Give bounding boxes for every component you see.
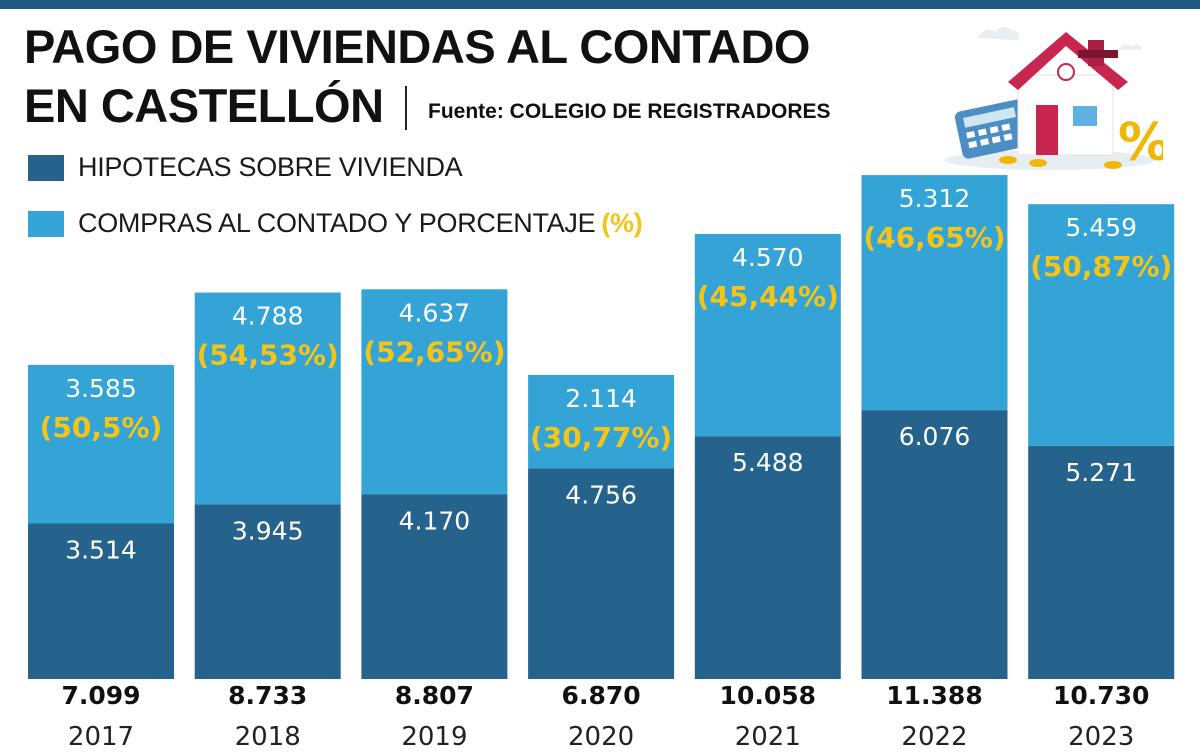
x-tick-2022: 2022: [901, 722, 967, 752]
legend-swatch-compras: [28, 210, 64, 237]
label-hipotecas-2023: 5.271: [1065, 458, 1137, 487]
legend-label-compras: COMPRAS AL CONTADO Y PORCENTAJE: [78, 208, 596, 238]
x-tick-2023: 2023: [1068, 722, 1134, 752]
x-tick-2017: 2017: [68, 722, 134, 752]
title-separator: [405, 86, 407, 130]
label-hipotecas-2018: 3.945: [232, 516, 304, 545]
bar-hipotecas-2017: [28, 523, 174, 679]
bar-hipotecas-2021: [694, 436, 841, 679]
bar-compras-2022: [861, 175, 1008, 411]
label-total-2019: 8.807: [395, 681, 474, 710]
label-total-2020: 6.870: [562, 681, 641, 710]
label-total-2018: 8.733: [228, 681, 307, 710]
label-total-2021: 10.058: [720, 681, 816, 710]
legend-percent-marker: (%): [601, 208, 643, 238]
bar-compras-2023: [1028, 204, 1175, 446]
label-compras-2021: 4.570: [732, 243, 804, 272]
label-percent-2019: (52,65%): [363, 335, 505, 368]
svg-text:%: %: [1118, 113, 1163, 173]
label-compras-2019: 4.637: [399, 298, 471, 327]
x-tick-2018: 2018: [235, 722, 301, 752]
bar-compras-2017: [28, 364, 174, 524]
legend-item-hipotecas: HIPOTECAS SOBRE VIVIENDA: [28, 152, 463, 183]
label-percent-2021: (45,44%): [697, 280, 839, 313]
bar-hipotecas-2022: [861, 410, 1008, 679]
house-illustration: %: [945, 26, 1163, 173]
legend-label-hipotecas: HIPOTECAS SOBRE VIVIENDA: [78, 152, 463, 182]
label-total-2017: 7.099: [61, 681, 140, 710]
x-tick-2019: 2019: [401, 722, 467, 752]
label-compras-2023: 5.459: [1065, 213, 1137, 242]
label-hipotecas-2022: 6.076: [899, 422, 971, 451]
bar-compras-2019: [361, 289, 508, 495]
label-hipotecas-2019: 4.170: [399, 506, 471, 535]
x-tick-2021: 2021: [735, 722, 801, 752]
chart-source: Fuente: COLEGIO DE REGISTRADORES: [428, 100, 831, 123]
bar-compras-2021: [694, 233, 841, 437]
x-tick-2020: 2020: [568, 722, 634, 752]
legend-item-compras: COMPRAS AL CONTADO Y PORCENTAJE (%): [28, 208, 643, 239]
bar-hipotecas-2018: [194, 504, 341, 679]
label-percent-2023: (50,87%): [1030, 250, 1172, 283]
bar-compras-2020: [528, 375, 675, 469]
bar-compras-2018: [194, 292, 341, 505]
top-bar: [0, 0, 1200, 9]
label-hipotecas-2020: 4.756: [565, 481, 637, 510]
label-percent-2020: (30,77%): [530, 421, 672, 454]
label-compras-2018: 4.788: [232, 302, 304, 331]
label-hipotecas-2017: 3.514: [65, 536, 137, 565]
legend-swatch-hipotecas: [28, 154, 64, 181]
label-percent-2017: (50,5%): [40, 411, 163, 444]
bar-hipotecas-2023: [1028, 445, 1175, 679]
label-percent-2018: (54,53%): [197, 339, 339, 372]
label-compras-2022: 5.312: [899, 184, 971, 213]
label-total-2022: 11.388: [886, 681, 982, 710]
chart-title-line-2: EN CASTELLÓN: [24, 79, 384, 132]
bar-hipotecas-2020: [528, 468, 675, 679]
label-compras-2017: 3.585: [65, 374, 137, 403]
chart-title-line-1: PAGO DE VIVIENDAS AL CONTADO: [24, 20, 810, 73]
label-hipotecas-2021: 5.488: [732, 448, 804, 477]
bar-hipotecas-2019: [361, 494, 508, 679]
label-total-2023: 10.730: [1053, 681, 1149, 710]
label-percent-2022: (46,65%): [863, 221, 1005, 254]
label-compras-2020: 2.114: [565, 384, 637, 413]
